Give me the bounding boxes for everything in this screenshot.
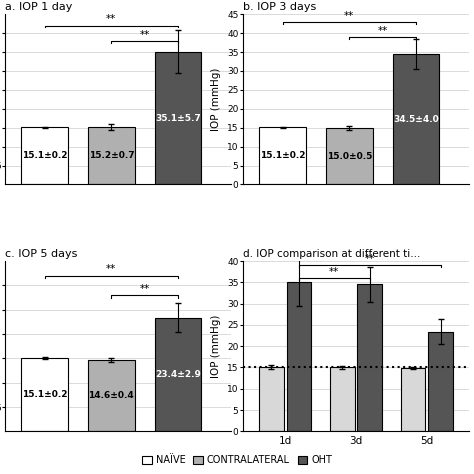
- Bar: [21, 128, 68, 184]
- Y-axis label: IOP (mmHg): IOP (mmHg): [211, 68, 221, 131]
- Bar: [357, 284, 382, 431]
- Bar: [21, 358, 68, 431]
- Bar: [401, 368, 425, 431]
- Text: **: **: [329, 267, 339, 277]
- Text: 35.1±5.7: 35.1±5.7: [155, 114, 201, 123]
- Bar: [155, 318, 201, 431]
- Text: 34.5±4.0: 34.5±4.0: [393, 115, 439, 124]
- Bar: [392, 54, 439, 184]
- Bar: [155, 52, 201, 184]
- Text: **: **: [365, 254, 375, 264]
- Text: **: **: [139, 283, 150, 294]
- Bar: [326, 128, 373, 184]
- Text: 15.1±0.2: 15.1±0.2: [22, 390, 67, 399]
- Legend: NAÏVE, CONTRALATERAL, OHT: NAÏVE, CONTRALATERAL, OHT: [138, 451, 336, 469]
- Bar: [428, 332, 453, 431]
- Bar: [330, 367, 355, 431]
- Text: a. IOP 1 day: a. IOP 1 day: [5, 2, 72, 12]
- Bar: [287, 282, 311, 431]
- Bar: [259, 128, 306, 184]
- Text: 15.1±0.2: 15.1±0.2: [22, 151, 67, 160]
- Text: 15.0±0.5: 15.0±0.5: [327, 152, 372, 161]
- Bar: [88, 360, 135, 431]
- Text: 15.1±0.2: 15.1±0.2: [260, 151, 305, 160]
- Text: d. IOP comparison at different ti...: d. IOP comparison at different ti...: [243, 249, 420, 259]
- Text: 15.2±0.7: 15.2±0.7: [89, 151, 134, 160]
- Y-axis label: IOP (mmHg): IOP (mmHg): [211, 315, 221, 378]
- Text: 23.4±2.9: 23.4±2.9: [155, 370, 201, 379]
- Text: **: **: [377, 26, 388, 36]
- Text: b. IOP 3 days: b. IOP 3 days: [243, 2, 316, 12]
- Text: **: **: [106, 264, 117, 274]
- Text: **: **: [139, 29, 150, 39]
- Text: c. IOP 5 days: c. IOP 5 days: [5, 249, 77, 259]
- Text: 14.6±0.4: 14.6±0.4: [89, 392, 134, 401]
- Bar: [88, 127, 135, 184]
- Bar: [259, 367, 284, 431]
- Text: **: **: [344, 10, 355, 21]
- Text: **: **: [106, 14, 117, 25]
